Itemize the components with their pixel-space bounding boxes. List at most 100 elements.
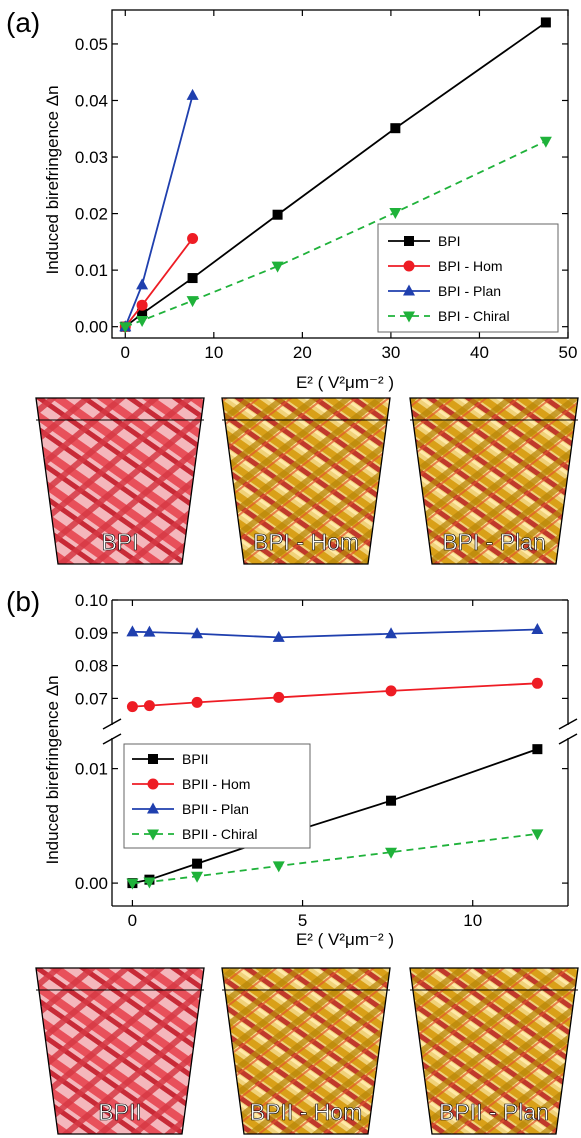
axis-break-mark (558, 718, 578, 730)
data-point-bpii (532, 744, 543, 755)
renders-b: BPII BPII - Hom BPII - Plan (35, 967, 579, 1135)
y-tick-label-a: 0.05 (75, 35, 108, 54)
legend-label-bpi-chiral: BPI - Chiral (438, 308, 510, 324)
data-point-bpii-plan (385, 627, 398, 639)
data-point-bpii-hom (531, 677, 543, 689)
x-tick-label-a: 50 (559, 343, 578, 362)
data-point-bpi (540, 17, 551, 28)
legend-label-bpii-plan: BPII - Plan (182, 801, 249, 817)
xlabel-b: E² ( V²μm⁻² ) (296, 930, 394, 949)
legend-marker-bpi (404, 236, 414, 246)
legend-marker-bpii-chiral (147, 829, 159, 841)
render-outline (221, 967, 391, 1135)
legend-marker-bpii (148, 754, 158, 764)
legend-marker-bpi-chiral (403, 311, 415, 323)
y-tick-label-b: 0.08 (75, 657, 108, 676)
data-point-bpi (187, 273, 198, 284)
data-point-bpi-plan (136, 278, 149, 290)
render-bpii: BPII (35, 967, 205, 1135)
y-tick-label-a: 0.02 (75, 205, 108, 224)
data-point-bpii-plan (143, 625, 156, 637)
data-point-bpii-plan (272, 630, 285, 642)
data-point-bpi (390, 123, 401, 134)
render-overlay (410, 398, 578, 564)
legend-label-bpi: BPI (438, 233, 461, 249)
y-tick-label-b: 0.00 (75, 874, 108, 893)
data-point-bpi-chiral (271, 261, 284, 273)
render-overlay (222, 968, 390, 1134)
render-label: BPI (101, 529, 138, 555)
data-point-bpi-plan (186, 88, 199, 100)
data-point-bpii-chiral (531, 829, 544, 841)
legend-label-bpii-chiral: BPII - Chiral (182, 826, 257, 842)
data-point-bpi-hom (136, 299, 148, 311)
data-point-bpi-chiral (119, 322, 132, 334)
data-point-bpi (137, 308, 148, 319)
y-tick-label-a: 0.04 (75, 91, 108, 110)
plot-b: 0 5 10 0.07 0.08 0.09 0.10 0.00 0.01 BPII BPII - H… (75, 591, 578, 930)
data-point-bpi-chiral (389, 207, 402, 219)
y-tick-label-b: 0.01 (75, 760, 108, 779)
render-overlay (36, 398, 204, 564)
axis-break-mark (102, 733, 122, 745)
legend-label-bpi-plan: BPI - Plan (438, 283, 501, 299)
data-point-bpii (386, 795, 397, 806)
legend-label-bpii-hom: BPII - Hom (182, 776, 250, 792)
series-line-bpi-plan (124, 95, 194, 328)
x-tick-label-a: 20 (293, 343, 312, 362)
data-point-bpi-chiral (136, 315, 149, 327)
axis-break-mark (558, 733, 578, 745)
plot-a: 0 10 20 30 40 50 0.00 0.01 0.02 0.03 0.04 0.05 BPI BP… (75, 9, 578, 362)
legend-label-bpi-hom: BPI - Hom (438, 258, 503, 274)
render-overlay (36, 968, 204, 1134)
renders-a: BPI BPI - Hom BPI - Plan (35, 397, 579, 565)
panel-label-b: (b) (6, 586, 40, 617)
data-point-bpii-hom (273, 691, 285, 703)
data-point-bpii-hom (191, 696, 203, 708)
y-tick-label-a: 0.03 (75, 148, 108, 167)
render-bpii-hom: BPII - Hom (221, 967, 391, 1135)
x-tick-label-b: 5 (298, 911, 307, 930)
x-tick-label-a: 40 (470, 343, 489, 362)
axis-break-mark (102, 718, 122, 730)
ylabel-b: Induced birefringence Δn (43, 675, 62, 864)
data-point-bpii-plan (126, 625, 139, 637)
x-tick-label-a: 0 (121, 343, 130, 362)
data-point-bpi-chiral (186, 296, 199, 308)
render-bpi-hom: BPI - Hom (221, 397, 391, 565)
x-tick-label-a: 10 (204, 343, 223, 362)
data-point-bpii-plan (531, 623, 544, 635)
render-outline (409, 967, 579, 1135)
render-label: BPI - Hom (253, 529, 359, 555)
render-label: BPII - Plan (439, 1099, 549, 1125)
data-point-bpii-chiral (191, 871, 204, 883)
panel-label-a: (a) (6, 7, 40, 38)
data-point-bpii-hom (385, 685, 397, 697)
data-point-bpi-chiral (539, 136, 552, 148)
y-tick-label-b: 0.09 (75, 624, 108, 643)
data-point-bpii-chiral (126, 878, 139, 890)
render-label: BPII (98, 1099, 141, 1125)
data-point-bpii-chiral (143, 877, 156, 889)
render-overlay (410, 968, 578, 1134)
render-label: BPII - Hom (250, 1099, 362, 1125)
plot-frame-a (111, 9, 569, 339)
legend-marker-bpii-hom (147, 778, 159, 790)
render-bpi-plan: BPI - Plan (409, 397, 579, 565)
ylabel-a: Induced birefringence Δn (43, 85, 62, 274)
render-overlay (222, 398, 390, 564)
y-tick-label-b: 0.10 (75, 591, 108, 610)
x-tick-label-b: 10 (463, 911, 482, 930)
y-tick-label-a: 0.01 (75, 261, 108, 280)
render-outline (35, 967, 205, 1135)
render-outline (221, 397, 391, 565)
render-bpii-plan: BPII - Plan (409, 967, 579, 1135)
x-tick-label-b: 0 (128, 911, 137, 930)
legend-label-bpii: BPII (182, 751, 208, 767)
data-point-bpi-hom (187, 232, 199, 244)
data-point-bpii-hom (143, 700, 155, 712)
y-tick-label-b: 0.07 (75, 689, 108, 708)
xlabel-a: E² ( V²μm⁻² ) (296, 373, 394, 392)
legend-marker-bpi-hom (403, 260, 415, 272)
